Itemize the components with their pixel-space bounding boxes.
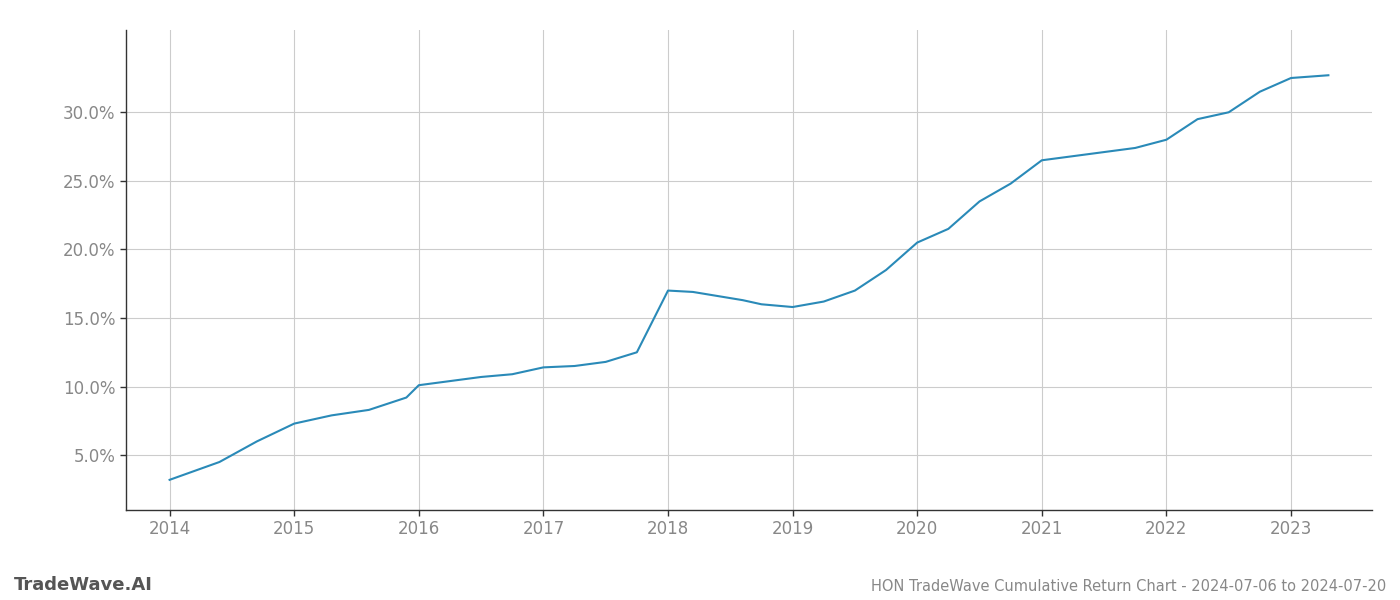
Text: HON TradeWave Cumulative Return Chart - 2024-07-06 to 2024-07-20: HON TradeWave Cumulative Return Chart - … bbox=[871, 579, 1386, 594]
Text: TradeWave.AI: TradeWave.AI bbox=[14, 576, 153, 594]
